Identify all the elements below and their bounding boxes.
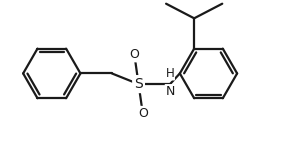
Text: S: S bbox=[134, 77, 143, 91]
Text: O: O bbox=[138, 107, 148, 120]
Text: N: N bbox=[165, 85, 175, 98]
Text: O: O bbox=[129, 48, 139, 61]
Text: H: H bbox=[166, 67, 174, 80]
